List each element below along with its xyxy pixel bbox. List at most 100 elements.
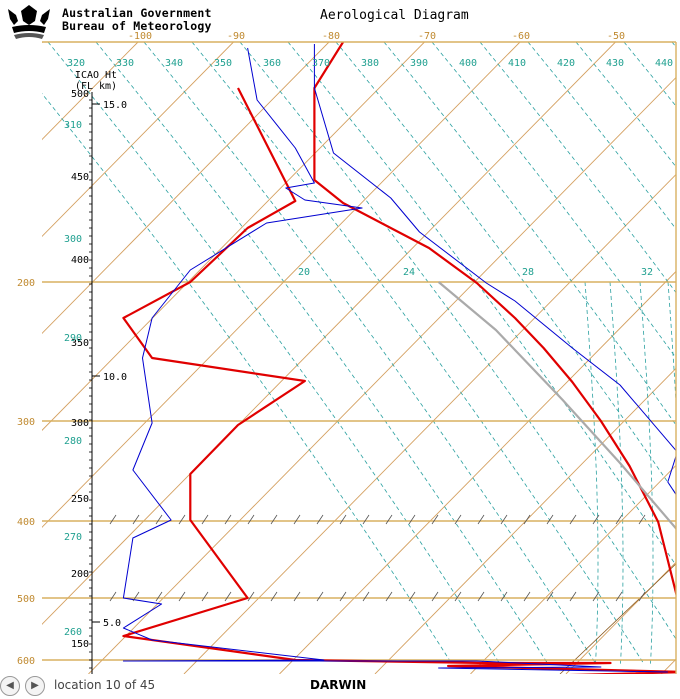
chart-title: Aerological Diagram <box>320 8 469 23</box>
height-km-label: 10.0 <box>103 372 127 383</box>
barb-hatch <box>132 514 140 525</box>
flight-level-label: 300 <box>71 418 89 429</box>
header: Australian Government Bureau of Meteorol… <box>0 0 680 44</box>
barb-hatch <box>569 591 577 602</box>
theta-left-label: 260 <box>64 627 82 638</box>
theta-label: 420 <box>557 58 575 69</box>
dry-adiabat-line <box>47 42 500 663</box>
barb-hatch <box>592 591 600 602</box>
isotherm-line <box>88 76 676 674</box>
temperature-label: -90 <box>227 31 245 42</box>
barb-hatch <box>431 514 439 525</box>
mixing-ratio-label: 32 <box>641 267 653 278</box>
temperature-label: -70 <box>418 31 436 42</box>
mixing-ratio-label: 20 <box>298 267 310 278</box>
theta-label: 330 <box>116 58 134 69</box>
temperature-label: -60 <box>512 31 530 42</box>
theta-left-label: 290 <box>64 333 82 344</box>
theta-left-label: 310 <box>64 120 82 131</box>
barb-hatch <box>477 514 485 525</box>
barb-hatch <box>201 591 209 602</box>
isotherm-line <box>42 42 139 141</box>
barb-hatch <box>408 514 416 525</box>
barb-hatch <box>385 591 393 602</box>
previous-location-button[interactable]: ◀ <box>0 676 20 696</box>
temperature-label: -50 <box>607 31 625 42</box>
barb-hatch <box>155 591 163 602</box>
station-name: DARWIN <box>310 678 367 692</box>
barb-hatch <box>523 591 531 602</box>
mixing-ratio-line <box>559 563 676 674</box>
isotherm-line <box>42 42 521 528</box>
barb-hatch <box>454 514 462 525</box>
height-km-label: 15.0 <box>103 100 127 111</box>
isotherm-line <box>183 173 676 674</box>
barb-hatch <box>362 591 370 602</box>
dry-adiabat-line <box>575 42 676 168</box>
saturated-adiabat-line <box>609 281 624 667</box>
y-axis-label-line1: ICAO Ht <box>75 70 117 81</box>
dry-adiabat-line <box>623 42 676 107</box>
barb-hatch <box>293 591 301 602</box>
flight-level-label: 450 <box>71 172 89 183</box>
saturated-adiabat-line <box>584 281 599 667</box>
barb-hatch <box>638 591 646 602</box>
pressure-label: 500 <box>17 594 35 605</box>
next-location-button[interactable]: ▶ <box>25 676 45 696</box>
isotherm-line <box>42 42 425 431</box>
barb-hatch <box>316 591 324 602</box>
theta-label: 430 <box>606 58 624 69</box>
flight-level-label: 400 <box>71 255 89 266</box>
temperature-label: -100 <box>128 31 152 42</box>
barb-hatch <box>500 514 508 525</box>
barb-hatch <box>638 514 646 525</box>
location-indicator: location 10 of 45 <box>54 678 156 692</box>
barb-hatch <box>615 591 623 602</box>
barb-hatch <box>615 514 623 525</box>
footer: ◀ ▶ location 10 of 45 DARWIN <box>0 674 680 699</box>
flight-level-label: 350 <box>71 338 89 349</box>
dry-adiabat-line <box>191 42 644 663</box>
sounding-series-line-2 <box>122 47 668 673</box>
org-name-line2: Bureau of Meteorology <box>62 19 212 33</box>
dry-adiabat-line <box>335 42 676 495</box>
dry-adiabat-line <box>143 42 596 663</box>
barb-hatch <box>592 514 600 525</box>
isotherm-line <box>42 42 616 625</box>
barb-hatch <box>247 514 255 525</box>
barb-hatch <box>270 514 278 525</box>
barb-hatch <box>339 591 347 602</box>
barb-hatch <box>109 591 117 602</box>
sounding-series-line-4 <box>437 281 676 531</box>
y-axis-label-line2: (FL km) <box>75 81 117 92</box>
barb-hatch <box>500 591 508 602</box>
theta-label: 350 <box>214 58 232 69</box>
theta-label: 370 <box>312 58 330 69</box>
chevron-left-icon: ◀ <box>6 680 14 691</box>
barb-hatch <box>109 514 117 525</box>
coat-of-arms-icon <box>8 5 50 39</box>
dry-adiabat-line <box>239 42 676 640</box>
dry-adiabat-line <box>287 42 676 567</box>
flight-level-label: 500 <box>71 89 89 100</box>
isotherm-line <box>42 42 330 335</box>
barb-hatch <box>546 591 554 602</box>
isotherm-line <box>470 464 676 674</box>
mixing-ratio-label: 28 <box>522 267 534 278</box>
theta-label: 380 <box>361 58 379 69</box>
dry-adiabat-line <box>479 42 676 294</box>
isotherm-line <box>374 367 676 674</box>
barb-hatch <box>454 591 462 602</box>
isotherm-line <box>661 658 676 674</box>
theta-left-label: 300 <box>64 234 82 245</box>
barb-hatch <box>408 591 416 602</box>
theta-label: 440 <box>655 58 673 69</box>
flight-level-label: 250 <box>71 494 89 505</box>
barb-hatch <box>546 514 554 525</box>
pressure-label: 400 <box>17 517 35 528</box>
barb-hatch <box>477 591 485 602</box>
theta-label: 340 <box>165 58 183 69</box>
barb-hatch <box>523 514 531 525</box>
saturated-adiabat-line <box>639 281 654 667</box>
barb-hatch <box>385 514 393 525</box>
